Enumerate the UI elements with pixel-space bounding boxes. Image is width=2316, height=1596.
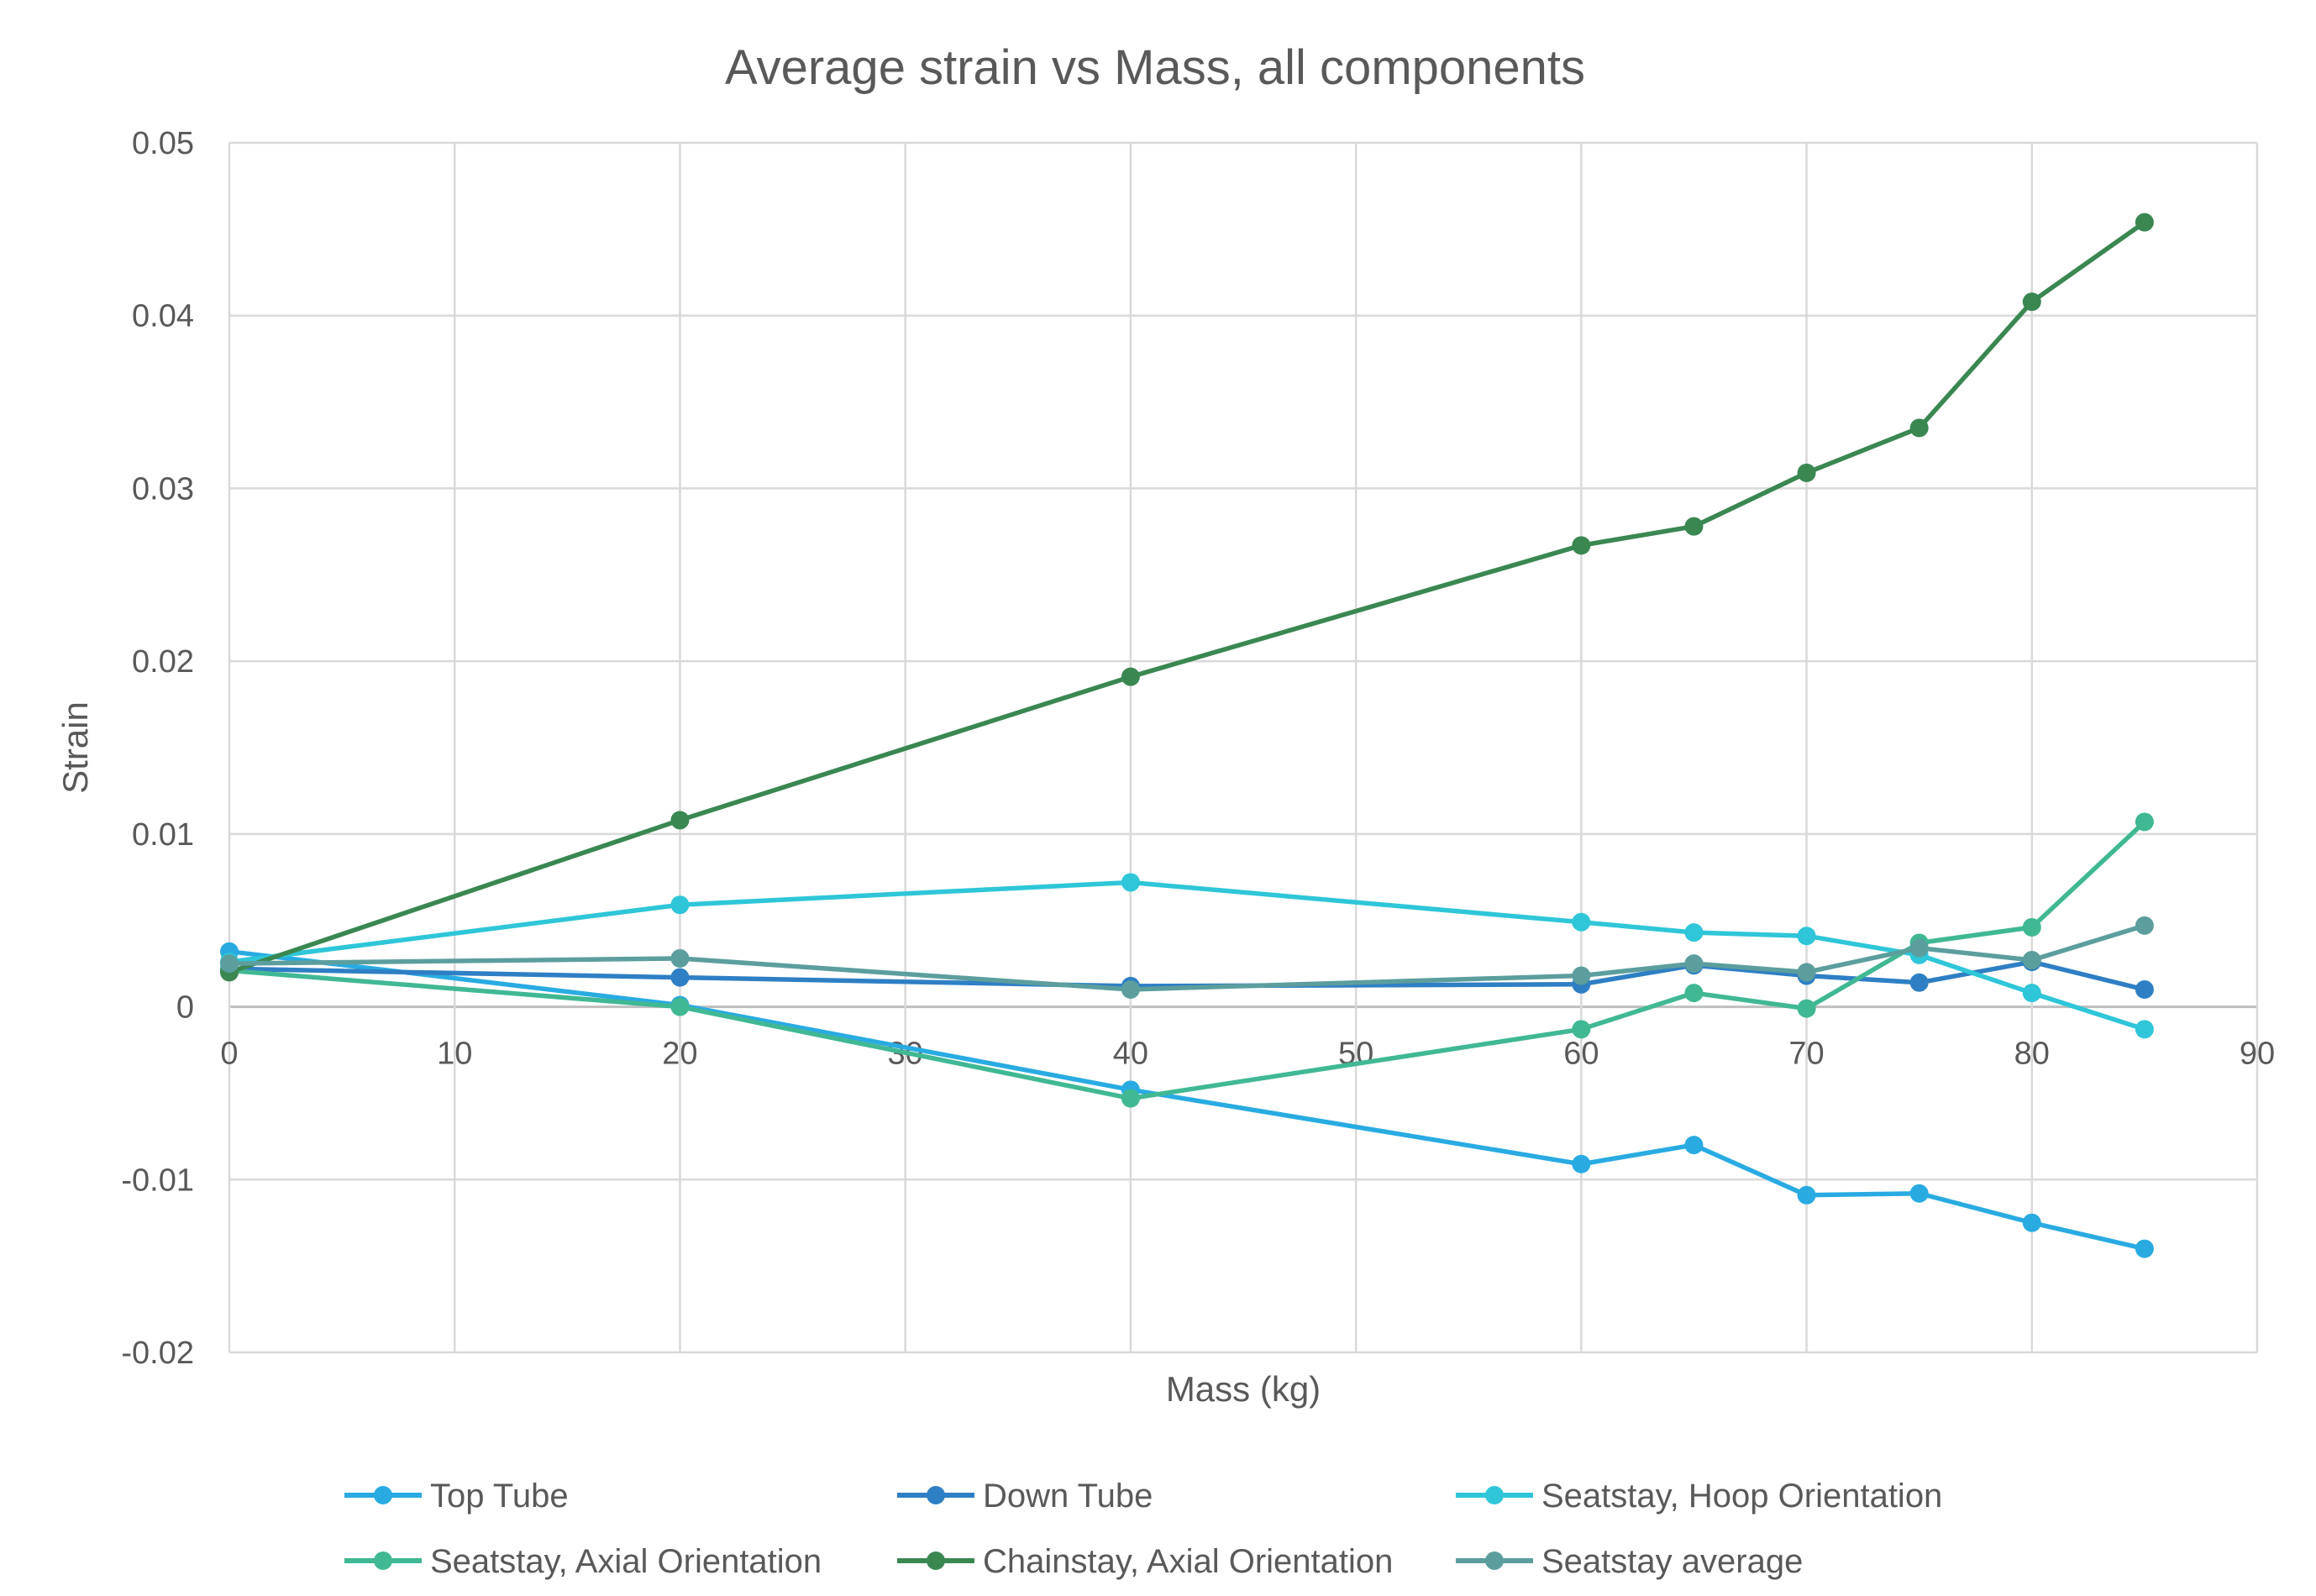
data-point bbox=[1909, 938, 1929, 958]
data-point bbox=[2022, 292, 2041, 312]
x-tick-label: 10 bbox=[437, 1037, 472, 1072]
legend-swatch-marker bbox=[374, 1551, 392, 1570]
x-tick-label: 40 bbox=[1113, 1037, 1148, 1072]
gridlines bbox=[228, 141, 2259, 1354]
data-point bbox=[670, 895, 690, 915]
data-point bbox=[1684, 984, 1704, 1003]
y-tick-label: 0.04 bbox=[132, 299, 194, 334]
legend-label: Seatstay average bbox=[1541, 1543, 1803, 1580]
legend-label: Seatstay, Axial Orientation bbox=[430, 1543, 822, 1580]
legend-swatch-marker bbox=[927, 1486, 945, 1504]
data-point bbox=[1797, 463, 1816, 482]
chart-title: Average strain vs Mass, all components bbox=[725, 40, 1585, 95]
y-tick-label: 0 bbox=[176, 990, 194, 1026]
data-point bbox=[670, 811, 690, 830]
series-line bbox=[227, 948, 2147, 1252]
legend-item: Seatstay, Axial Orientation bbox=[344, 1543, 822, 1580]
data-point bbox=[1797, 963, 1816, 982]
x-axis-title: Mass (kg) bbox=[1166, 1369, 1321, 1409]
x-tick-label: 70 bbox=[1788, 1037, 1824, 1072]
data-point bbox=[1121, 1089, 1140, 1108]
legend-item: Seatstay average bbox=[1456, 1543, 1803, 1580]
data-point bbox=[1572, 1020, 1591, 1039]
data-point bbox=[1797, 1185, 1816, 1205]
legend-item: Chainstay, Axial Orientation bbox=[897, 1543, 1393, 1580]
legend-label: Top Tube bbox=[430, 1478, 569, 1515]
data-point bbox=[1684, 517, 1704, 536]
data-point bbox=[1684, 954, 1704, 974]
x-tick-label: 20 bbox=[662, 1037, 697, 1072]
y-tick-label: -0.01 bbox=[121, 1163, 194, 1198]
data-point bbox=[1684, 1136, 1704, 1155]
legend-swatch-marker bbox=[1485, 1551, 1504, 1570]
x-tick-label: 60 bbox=[1563, 1037, 1599, 1072]
legend-swatch-marker bbox=[1485, 1486, 1504, 1504]
data-point bbox=[2135, 213, 2154, 232]
data-point bbox=[2135, 812, 2154, 832]
data-point bbox=[1572, 1154, 1591, 1173]
series-5 bbox=[220, 916, 2154, 999]
series-lines bbox=[220, 213, 2154, 1258]
y-tick-label: 0.05 bbox=[132, 126, 194, 161]
legend: Top Tube Down Tube Seatstay, Hoop Orientat… bbox=[344, 1478, 1942, 1580]
data-point bbox=[1572, 966, 1591, 985]
series-2 bbox=[220, 873, 2154, 1039]
legend-item: Down Tube bbox=[897, 1478, 1153, 1515]
series-4 bbox=[220, 213, 2154, 982]
data-point bbox=[2022, 1213, 2041, 1232]
y-tick-label: -0.02 bbox=[121, 1336, 194, 1371]
y-tick-label: 0.03 bbox=[132, 471, 194, 507]
data-point bbox=[1121, 667, 1140, 686]
data-point bbox=[1121, 873, 1140, 892]
data-point bbox=[1684, 923, 1704, 942]
data-point bbox=[1909, 1184, 1929, 1203]
data-point bbox=[220, 954, 239, 974]
x-tick-label: 0 bbox=[220, 1037, 238, 1072]
x-tick-label: 90 bbox=[2240, 1037, 2275, 1072]
data-point bbox=[1572, 912, 1591, 932]
data-point bbox=[1909, 973, 1929, 992]
data-point bbox=[1797, 927, 1816, 946]
legend-item: Seatstay, Hoop Orientation bbox=[1456, 1478, 1942, 1515]
data-point bbox=[2135, 916, 2154, 935]
axis-labels: 0.050.040.030.020.010-0.01-0.020 10 20 30 40… bbox=[121, 126, 2275, 1371]
y-tick-label: 0.01 bbox=[132, 817, 194, 853]
legend-label: Seatstay, Hoop Orientation bbox=[1541, 1478, 1942, 1515]
data-point bbox=[2022, 984, 2041, 1003]
legend-swatch-marker bbox=[927, 1551, 945, 1570]
data-point bbox=[2135, 1020, 2154, 1039]
data-point bbox=[670, 997, 690, 1016]
x-tick-label: 80 bbox=[2014, 1037, 2050, 1072]
data-point bbox=[670, 968, 690, 987]
data-point bbox=[2135, 980, 2154, 999]
series-line bbox=[227, 219, 2147, 975]
data-point bbox=[2135, 1239, 2154, 1258]
data-point bbox=[2022, 951, 2041, 970]
data-point bbox=[670, 948, 690, 968]
legend-item: Top Tube bbox=[344, 1478, 569, 1515]
legend-label: Chainstay, Axial Orientation bbox=[983, 1543, 1393, 1580]
y-axis-title: Strain bbox=[55, 701, 95, 794]
y-tick-label: 0.02 bbox=[132, 644, 194, 680]
data-point bbox=[2022, 917, 2041, 937]
data-point bbox=[1909, 418, 1929, 438]
data-point bbox=[1797, 999, 1816, 1018]
data-point bbox=[1121, 980, 1140, 999]
data-point bbox=[1572, 536, 1591, 555]
legend-swatch-marker bbox=[374, 1486, 392, 1504]
legend-label: Down Tube bbox=[983, 1478, 1153, 1515]
